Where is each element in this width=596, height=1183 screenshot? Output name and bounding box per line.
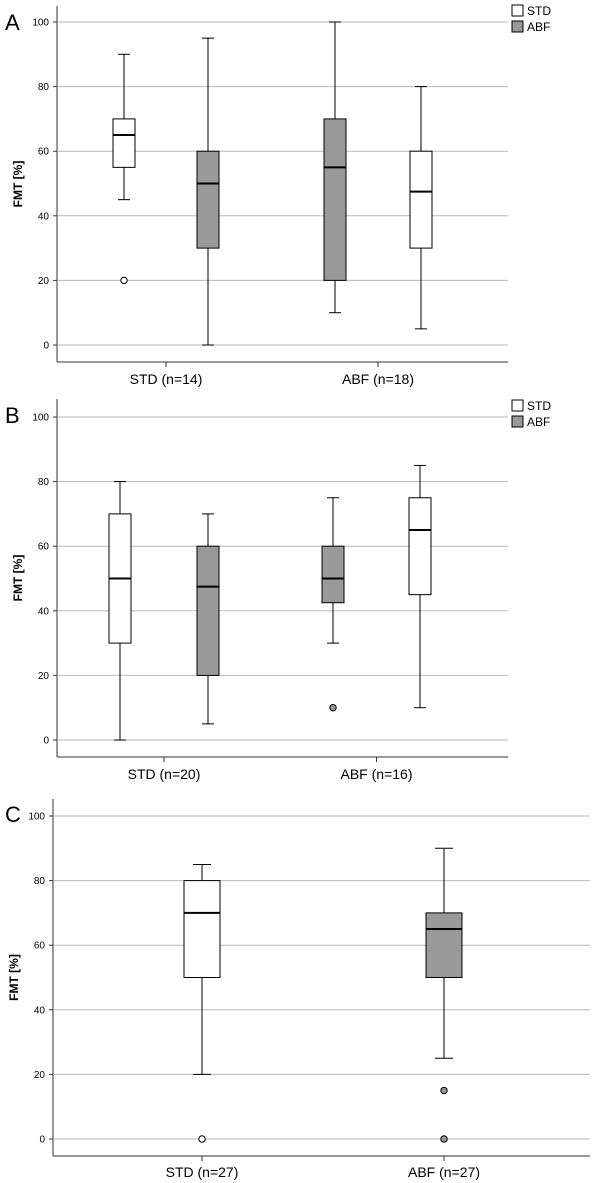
x-category-label: ABF (n=27): [408, 1164, 480, 1180]
x-category-label: STD (n=14): [130, 371, 203, 387]
y-tick-label-0: 0: [43, 736, 49, 747]
legend-label-abf: ABF: [527, 20, 550, 34]
box-iqr: [425, 912, 463, 979]
legend-swatch-std: [511, 399, 524, 412]
panel-letter: C: [5, 802, 21, 827]
y-tick-label-40: 40: [38, 606, 50, 617]
box-std: [183, 863, 221, 1143]
y-tick-label-0: 0: [39, 1135, 45, 1146]
y-tick-label-80: 80: [34, 876, 46, 887]
box-abf: [196, 37, 220, 346]
outlier-point: [198, 1135, 206, 1143]
y-tick-label-20: 20: [38, 671, 50, 682]
legend-swatch-std: [511, 4, 524, 17]
box-iqr: [196, 545, 220, 676]
legend-swatch-abf: [511, 415, 524, 428]
box-iqr: [196, 150, 220, 249]
y-tick-label-20: 20: [34, 1070, 46, 1081]
outlier-point: [440, 1086, 448, 1095]
chart-panel-a: A 0 20 40 60 80 100 FMT [%] STD (n=14) ABF (n=18)…: [5, 4, 551, 387]
x-category-label: STD (n=27): [166, 1164, 239, 1180]
box-std: [409, 86, 433, 330]
y-tick-label-100: 100: [32, 413, 49, 424]
y-tick-label-80: 80: [38, 477, 50, 488]
box-iqr: [321, 545, 345, 604]
x-category-label: STD (n=20): [128, 766, 201, 782]
legend-label-std: STD: [527, 399, 551, 413]
legend-label-abf: ABF: [527, 415, 550, 429]
chart-panel-b: B 0 20 40 60 80 100 FMT [%] STD (n=20) ABF (n=16)…: [5, 399, 551, 782]
y-tick-label-100: 100: [28, 812, 45, 823]
outlier-point: [440, 1135, 448, 1143]
legend-label-std: STD: [527, 4, 551, 18]
legend-swatch-abf: [511, 20, 524, 33]
box-abf: [196, 513, 220, 725]
box-iqr: [112, 118, 136, 168]
y-axis-label: FMT [%]: [11, 161, 25, 208]
x-category-label: ABF (n=16): [341, 766, 413, 782]
box-abf: [425, 847, 463, 1143]
panel-letter: B: [5, 403, 20, 428]
y-tick-label-20: 20: [38, 276, 50, 287]
y-tick-label-0: 0: [43, 341, 49, 352]
y-tick-label-60: 60: [34, 941, 46, 952]
y-axis-label: FMT [%]: [11, 555, 25, 602]
box-abf: [321, 497, 345, 712]
box-abf: [323, 21, 347, 314]
outlier-point: [329, 704, 337, 712]
outlier-point: [120, 276, 128, 285]
y-tick-label-80: 80: [38, 82, 50, 93]
panel-letter: A: [5, 10, 20, 35]
y-axis-label: FMT [%]: [7, 954, 21, 1001]
chart-panel-c: C 0 20 40 60 80 100 FMT [%] STD (n=27) ABF (n=27): [5, 799, 590, 1180]
y-tick-label-60: 60: [38, 542, 50, 553]
legend: STD ABF: [511, 4, 551, 34]
y-tick-label-40: 40: [38, 211, 50, 222]
box-iqr: [409, 150, 433, 249]
box-std: [108, 481, 132, 741]
box-iqr: [408, 497, 432, 596]
y-tick-label-40: 40: [34, 1005, 46, 1016]
legend: STD ABF: [511, 399, 551, 429]
box-iqr: [323, 118, 347, 281]
y-tick-label-60: 60: [38, 147, 50, 158]
box-std: [408, 464, 432, 709]
box-std: [112, 53, 136, 285]
y-tick-label-100: 100: [32, 18, 49, 29]
box-iqr: [183, 880, 221, 978]
x-category-label: ABF (n=18): [342, 371, 414, 387]
